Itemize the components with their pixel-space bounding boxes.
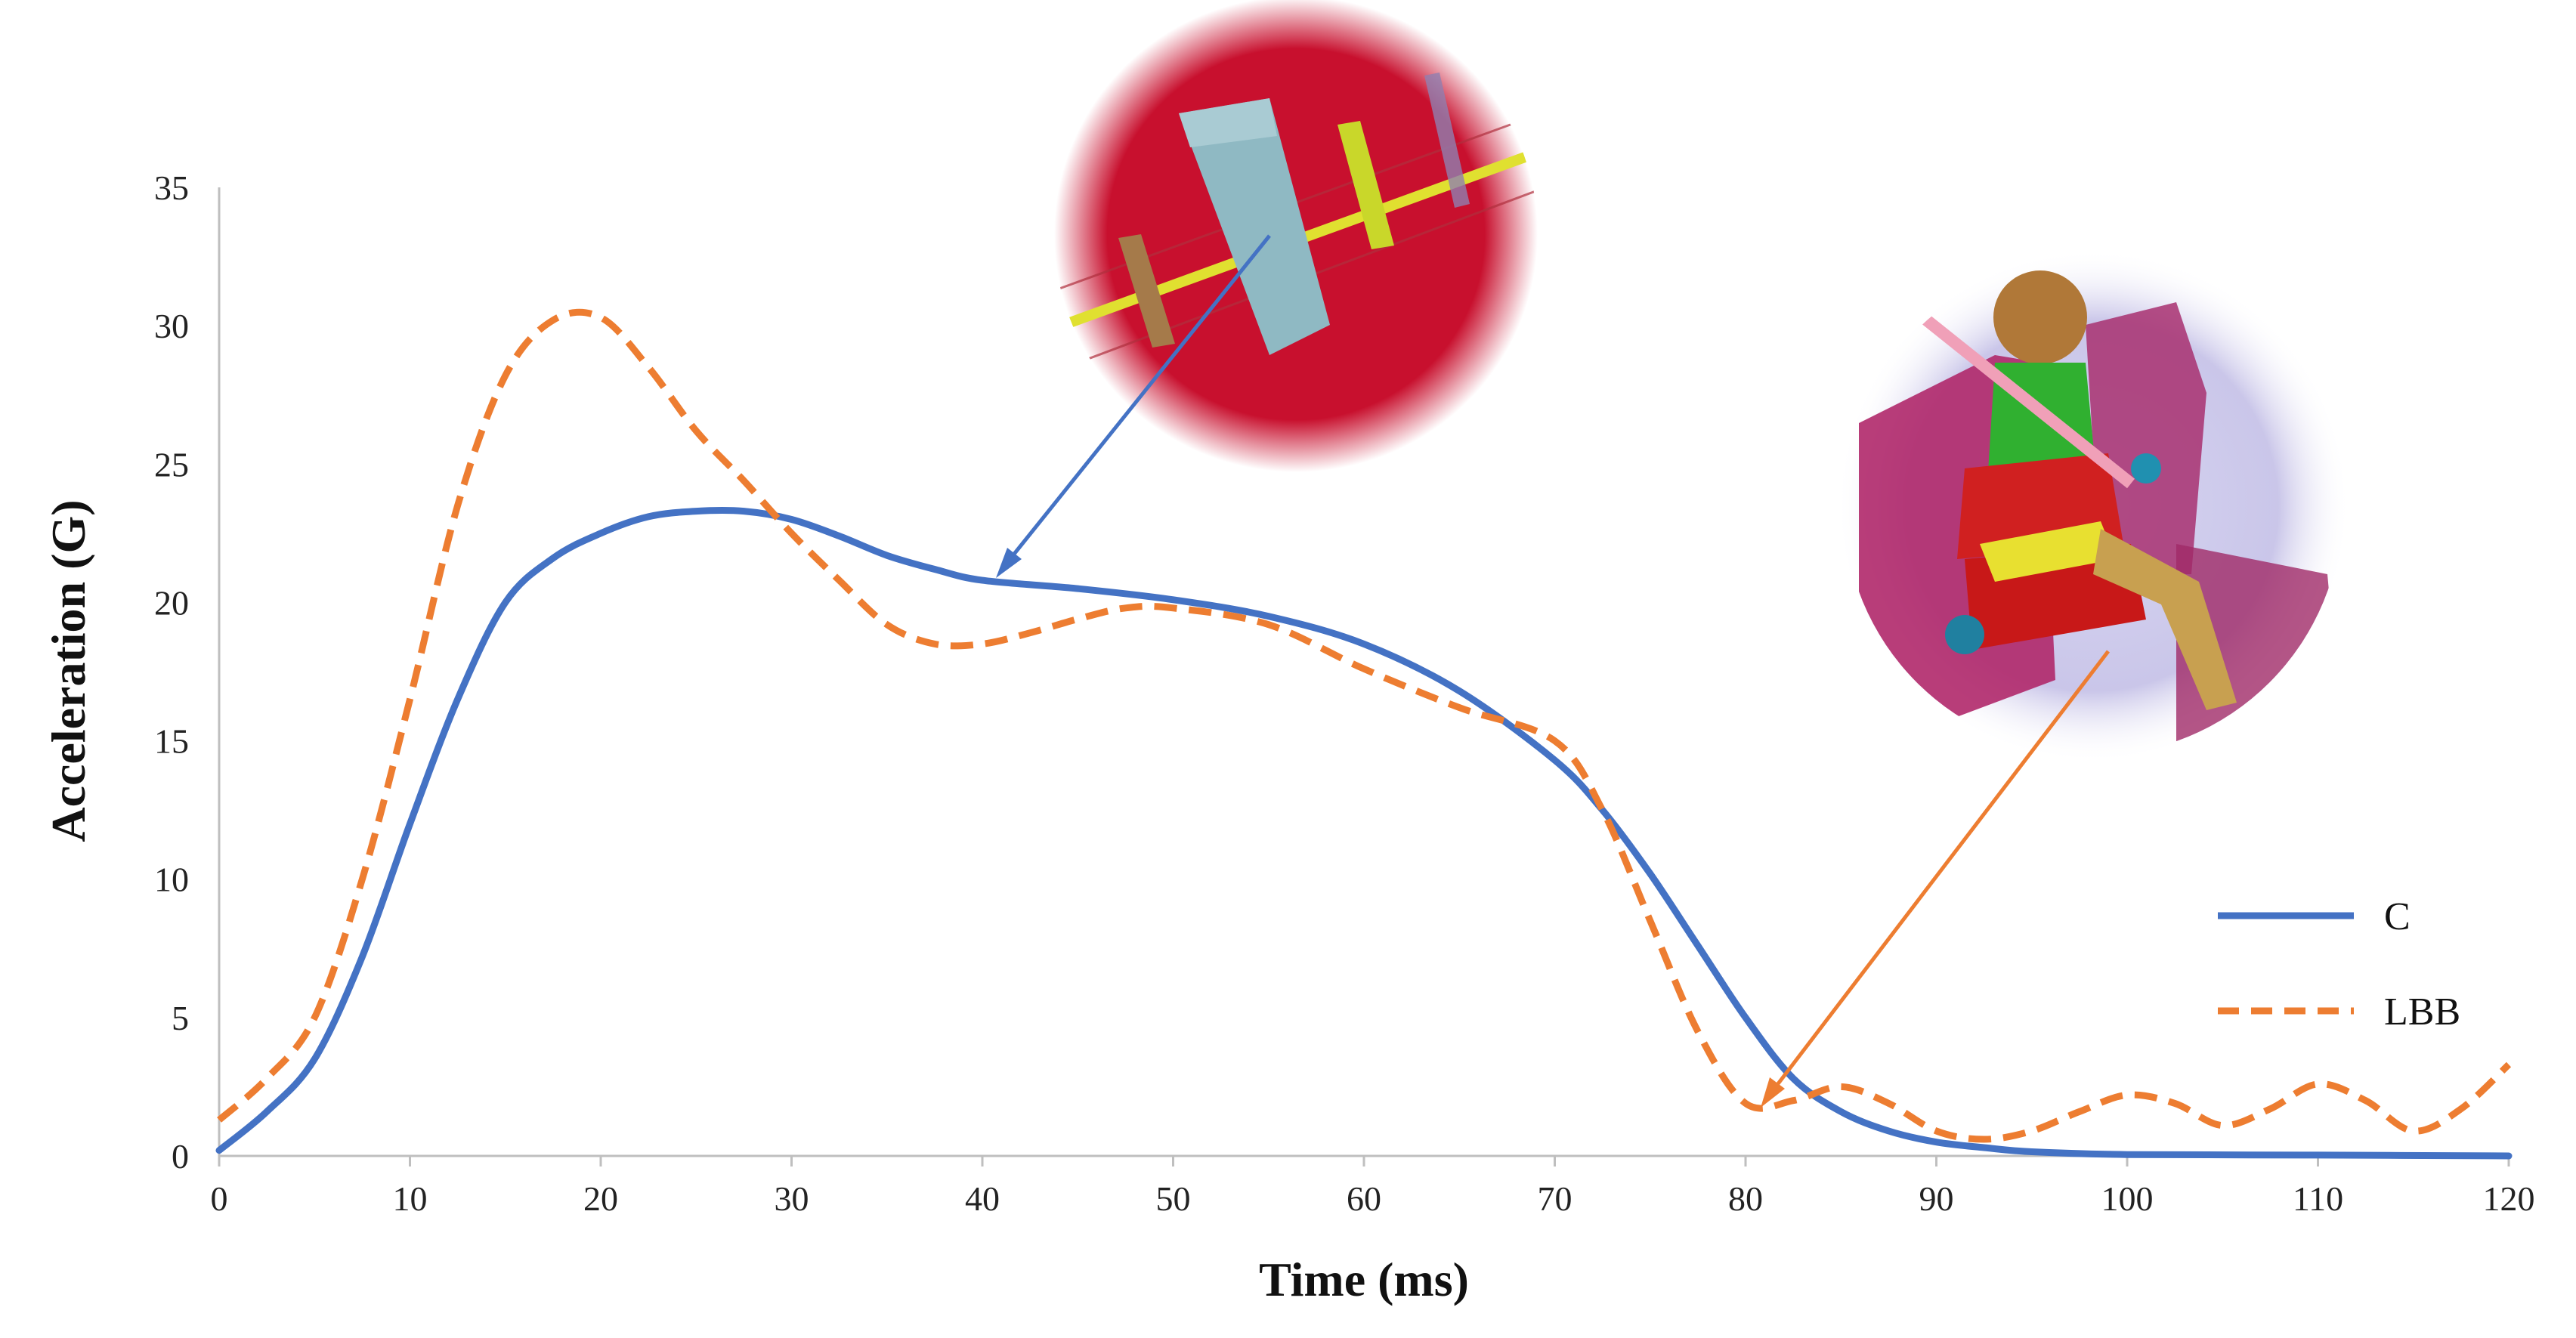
x-tick-label: 90 [1919,1179,1954,1218]
x-tick-label: 110 [2293,1179,2343,1218]
series-layer [215,308,2513,1160]
y-tick-label: 5 [172,999,189,1037]
y-tick-label: 35 [154,168,189,207]
x-tick-label: 70 [1538,1179,1573,1218]
x-tick-label: 40 [965,1179,1000,1218]
y-tick-label: 30 [154,307,189,345]
y-axis-title: Acceleration (G) [42,499,95,842]
x-tick-label: 10 [393,1179,428,1218]
dummy-seat-image [1836,249,2350,763]
arrow-orange-pointer [1761,650,2110,1108]
legend: C LBB [2218,895,2460,1034]
y-tick-label: 0 [172,1137,189,1176]
arrow-blue-pointer [996,234,1271,578]
axes: 0 5 10 15 20 25 30 35 0 10 20 30 40 50 60 70 80 90 100 110 1… [154,168,2535,1218]
x-axis-title: Time (ms) [1259,1253,1469,1306]
belt-closeup-image [1054,0,1538,472]
x-tick-label: 20 [583,1179,618,1218]
y-tick-label: 25 [154,445,189,484]
x-tick-label: 50 [1156,1179,1191,1218]
legend-label-c: C [2384,895,2411,938]
x-tick-label: 60 [1347,1179,1381,1218]
x-tick-label: 100 [2101,1179,2154,1218]
legend-label-lbb: LBB [2384,990,2460,1034]
x-tick-label: 80 [1728,1179,1763,1218]
x-tick-label: 30 [775,1179,809,1218]
y-tick-label: 20 [154,583,189,622]
series-line-c [215,506,2513,1160]
y-tick-label: 10 [154,861,189,899]
x-tick-label: 0 [211,1179,228,1218]
y-tick-label: 15 [154,722,189,761]
x-tick-label: 120 [2483,1179,2535,1218]
